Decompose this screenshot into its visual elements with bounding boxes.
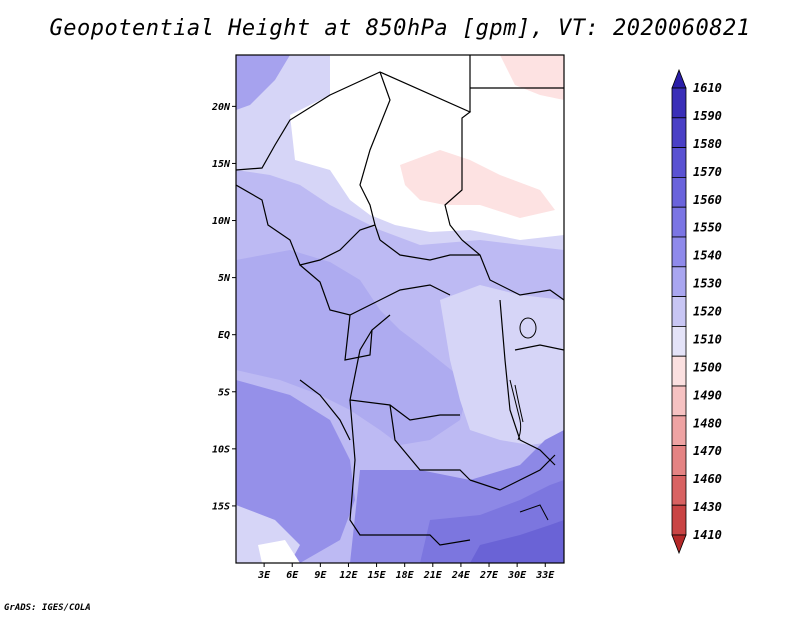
colorbar-top-arrow (671, 68, 687, 89)
lat-tick-label: 10S (212, 444, 230, 455)
lat-tick-label: 5S (218, 387, 230, 398)
colorbar-label: 1470 (693, 444, 722, 458)
colorbar-swatch (671, 147, 687, 178)
colorbar-label: 1460 (693, 472, 722, 486)
lon-tick-label: 3E (257, 570, 271, 581)
lon-tick-label: 21E (423, 570, 443, 581)
colorbar-swatch (671, 206, 687, 238)
colorbar-swatch (671, 325, 687, 357)
colorbar-swatch (671, 87, 687, 119)
lat-tick-label: 10N (212, 216, 231, 227)
colorbar-label: 1500 (693, 360, 722, 374)
colorbar-label: 1570 (693, 165, 722, 179)
colorbar-label: 1580 (693, 137, 722, 151)
colorbar-swatch (671, 504, 687, 536)
colorbar-swatch (671, 445, 687, 476)
grads-credit: GrADS: IGES/COLA (4, 603, 91, 613)
latitude-axis: 20N 15N 10N 5N EQ 5S 10S 15S (211, 102, 236, 512)
chart-title: Geopotential Height at 850hPa [gpm], VT:… (49, 16, 751, 41)
colorbar-swatch (671, 385, 687, 417)
lat-tick-label: EQ (218, 330, 230, 341)
lat-tick-label: 15S (212, 501, 230, 512)
lon-tick-label: 12E (339, 570, 358, 581)
lakes (509, 317, 549, 521)
colorbar-label: 1520 (693, 305, 722, 319)
height-field-1510-east (500, 55, 564, 100)
height-field-1570-se (470, 520, 564, 563)
lat-tick-label: 20N (211, 102, 231, 113)
lon-tick-label: 6E (286, 570, 299, 581)
lon-tick-label: 9E (314, 570, 327, 581)
height-field-1540-nw (236, 55, 290, 110)
colorbar-label: 1510 (693, 332, 722, 346)
colorbar-label: 1550 (693, 221, 722, 235)
lon-tick-label: 24E (451, 570, 471, 581)
lat-tick-label: 15N (212, 159, 231, 170)
colorbar-label: 1610 (693, 81, 722, 95)
colorbar-swatch (671, 415, 687, 446)
colorbar-swatch (671, 117, 687, 149)
colorbar-label: 1410 (693, 528, 722, 542)
lon-tick-label: 30E (507, 570, 527, 581)
colorbar-legend: 1610 1590 1580 1570 1560 1550 1540 1530 1520 1510… (671, 68, 722, 555)
colorbar-label: 1480 (693, 416, 722, 430)
colorbar-swatch (671, 176, 687, 208)
height-field-1520-sw (258, 540, 300, 563)
colorbar-label: 1530 (693, 277, 722, 291)
colorbar-swatch (671, 236, 687, 268)
colorbar-swatch (671, 296, 687, 327)
colorbar-label: 1490 (693, 388, 722, 402)
colorbar-label: 1540 (693, 249, 722, 263)
country-borders (236, 55, 564, 546)
longitude-axis: 3E 6E 9E 12E 15E 18E 21E 24E 27E 30E 33E (257, 563, 555, 581)
height-field-1540-center (236, 250, 470, 445)
colorbar-label: 1430 (693, 500, 722, 514)
colorbar-bottom-arrow (671, 534, 687, 555)
lon-tick-label: 27E (479, 570, 499, 581)
lon-tick-label: 33E (535, 570, 555, 581)
colorbar-swatch (671, 266, 687, 297)
height-field-1530-east (440, 285, 564, 445)
lon-tick-label: 18E (396, 570, 415, 581)
colorbar-label: 1560 (693, 193, 722, 207)
map-frame (235, 54, 565, 564)
lat-tick-label: 5N (218, 273, 231, 284)
colorbar-label: 1590 (693, 109, 722, 123)
colorbar-swatch (671, 355, 687, 387)
map-plot-area (236, 55, 564, 563)
colorbar-swatch (671, 474, 687, 506)
height-field-1510-center (400, 150, 555, 218)
lon-tick-label: 15E (368, 570, 387, 581)
